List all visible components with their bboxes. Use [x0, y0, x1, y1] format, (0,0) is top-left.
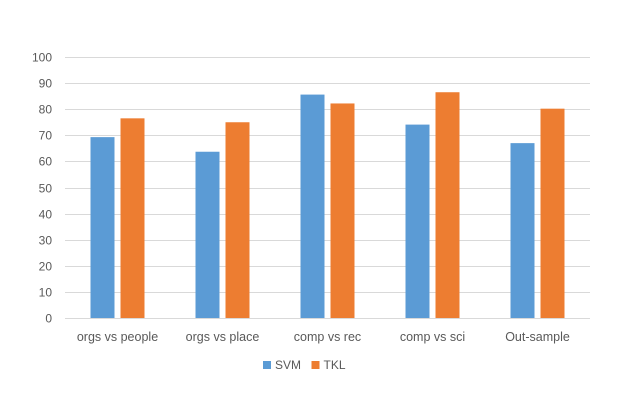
- bar-svm-2: [300, 94, 325, 318]
- bar-svm-4: [510, 143, 535, 318]
- legend-label-tkl: TKL: [324, 358, 346, 372]
- y-tick-label: 100: [32, 51, 52, 65]
- bar-svm-1: [195, 151, 220, 318]
- x-category-label: orgs vs place: [186, 330, 260, 344]
- gridlines: [65, 57, 590, 293]
- x-category-label: Out-sample: [505, 330, 570, 344]
- x-category-label: orgs vs people: [77, 330, 158, 344]
- bar-tkl-3: [435, 92, 460, 318]
- y-tick-label: 10: [39, 286, 53, 300]
- legend: SVM TKL: [263, 358, 346, 372]
- y-tick-label: 20: [39, 260, 53, 274]
- x-axis: orgs vs people orgs vs place comp vs rec co…: [65, 318, 590, 344]
- y-axis-tick-labels: 0 10 20 30 40 50 60 70 80 90 100: [32, 51, 52, 326]
- bar-tkl-1: [225, 122, 250, 318]
- x-category-label: comp vs sci: [400, 330, 465, 344]
- legend-label-svm: SVM: [275, 358, 301, 372]
- bar-svm-0: [90, 137, 115, 318]
- y-tick-label: 60: [39, 155, 53, 169]
- bar-tkl-0: [120, 118, 145, 319]
- y-tick-label: 80: [39, 103, 53, 117]
- bar-tkl-4: [540, 108, 565, 318]
- legend-swatch-tkl: [311, 361, 320, 369]
- y-tick-label: 90: [39, 77, 53, 91]
- legend-swatch-svm: [263, 361, 271, 369]
- y-tick-label: 30: [39, 234, 53, 248]
- bars: [90, 92, 565, 319]
- bar-svm-3: [405, 124, 430, 318]
- bar-tkl-2: [330, 103, 355, 318]
- y-tick-label: 50: [39, 182, 53, 196]
- x-category-label: comp vs rec: [294, 330, 361, 344]
- y-tick-label: 0: [45, 312, 52, 326]
- y-tick-label: 70: [39, 129, 53, 143]
- y-tick-label: 40: [39, 208, 53, 222]
